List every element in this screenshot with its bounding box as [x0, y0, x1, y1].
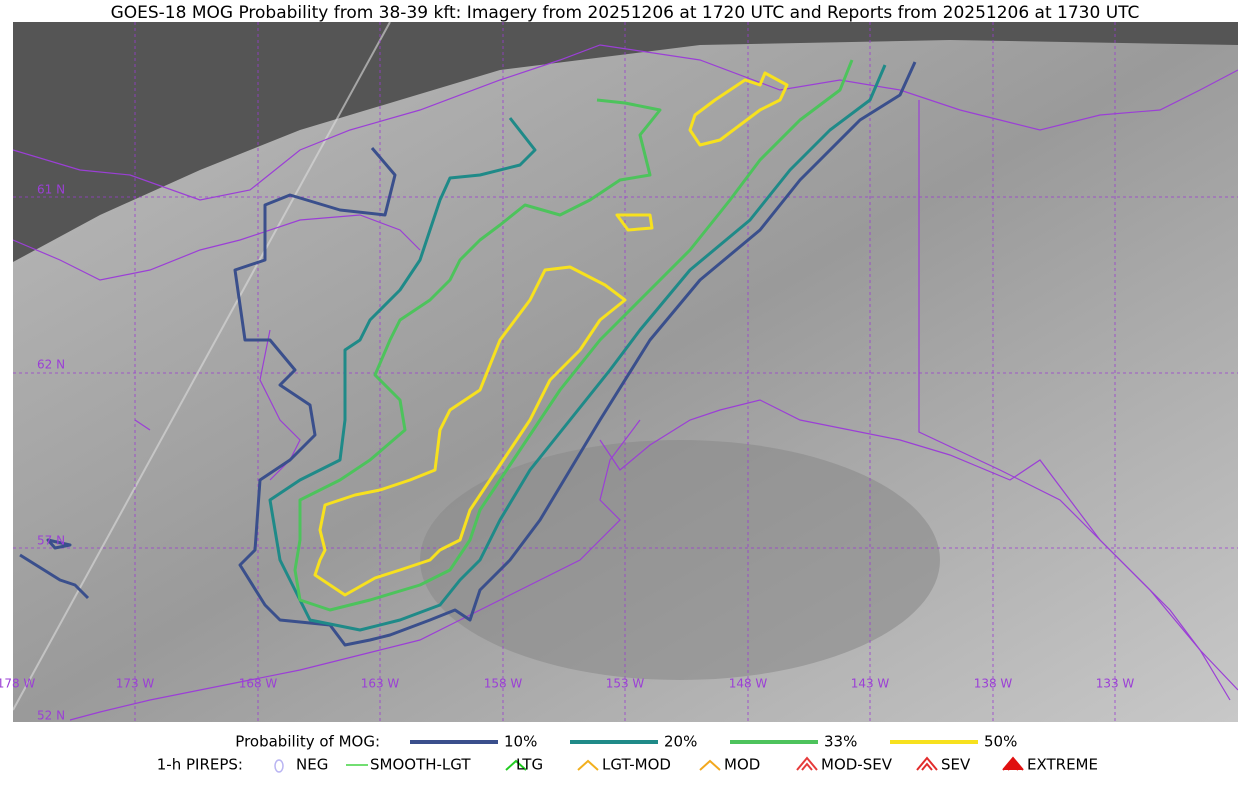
legend-icon [505, 759, 527, 771]
legend-icon [274, 759, 284, 773]
probability-contours [19, 59, 917, 647]
legend-label: SMOOTH-LGT [370, 756, 471, 774]
longitude-label: 158 W [484, 677, 523, 691]
longitude-label: 138 W [974, 677, 1013, 691]
longitude-labels: 178 W 173 W 168 W 163 W 158 W 153 W 148 W 143 W… [0, 677, 1134, 691]
legend-icon [699, 759, 721, 771]
longitude-label: 168 W [239, 677, 278, 691]
longitude-label: 178 W [0, 677, 35, 691]
cloud-feature [420, 440, 940, 680]
coastlines [13, 44, 1238, 721]
latitude-label: 57 N [37, 534, 65, 548]
contour-10 [19, 553, 90, 600]
longitude-label: 163 W [361, 677, 400, 691]
legend-label: LTG [516, 756, 543, 774]
latitude-label: 52 N [37, 709, 65, 723]
legend-icon [577, 759, 599, 771]
legend-icon [1002, 756, 1024, 771]
contour-50 [688, 71, 789, 147]
legend: Probability of MOG: 10% 20% 33% 50% 1-h PIREP… [157, 733, 1098, 774]
longitude-label: 143 W [851, 677, 890, 691]
longitude-label: 173 W [116, 677, 155, 691]
legend-icon [796, 756, 818, 771]
legend-label: NEG [296, 756, 328, 774]
scan-line [13, 22, 391, 711]
map [13, 22, 1238, 722]
contour-33 [293, 59, 854, 612]
legend-label: SEV [941, 756, 971, 774]
longitude-label: 133 W [1096, 677, 1135, 691]
title: GOES-18 MOG Probability from 38-39 kft: … [111, 3, 1140, 23]
legend-label: MOD-SEV [821, 756, 893, 774]
legend-label: EXTREME [1027, 756, 1098, 774]
no-data-region [13, 22, 1238, 262]
latitude-labels: 61 N 62 N 57 N 52 N [37, 183, 65, 723]
contour-50 [313, 265, 627, 597]
latitude-label: 62 N [37, 358, 65, 372]
contour-10 [46, 538, 72, 550]
longitude-label: 148 W [729, 677, 768, 691]
contour-10 [233, 61, 917, 647]
legend-label: 33% [824, 733, 857, 751]
legend-label: LGT-MOD [602, 756, 671, 774]
legend-label: MOD [724, 756, 760, 774]
legend-title: 1-h PIREPS: [157, 756, 243, 774]
legend-title: Probability of MOG: [235, 733, 380, 751]
contour-50 [615, 213, 654, 232]
legend-label: 20% [664, 733, 697, 751]
legend-label: 50% [984, 733, 1017, 751]
longitude-label: 153 W [606, 677, 645, 691]
latitude-label: 61 N [37, 183, 65, 197]
legend-icon [916, 756, 938, 771]
legend-label: 10% [504, 733, 537, 751]
